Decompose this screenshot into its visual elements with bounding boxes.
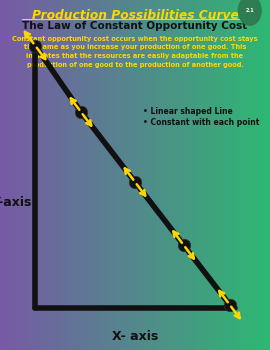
Text: Constant opportunity cost occurs when the opportunity cost stays
the same as you: Constant opportunity cost occurs when th… xyxy=(12,36,258,68)
Circle shape xyxy=(238,0,261,25)
Text: X- axis: X- axis xyxy=(112,329,158,343)
Text: 2.1: 2.1 xyxy=(245,8,254,13)
Text: • Linear shaped Line: • Linear shaped Line xyxy=(143,107,233,116)
Text: The Law of Constant Opportunity Cost: The Law of Constant Opportunity Cost xyxy=(22,21,248,31)
Text: Y-axis: Y-axis xyxy=(0,196,31,210)
Text: • Constant with each point: • Constant with each point xyxy=(143,118,259,127)
Text: Production Possibilities Curve: Production Possibilities Curve xyxy=(32,9,238,22)
